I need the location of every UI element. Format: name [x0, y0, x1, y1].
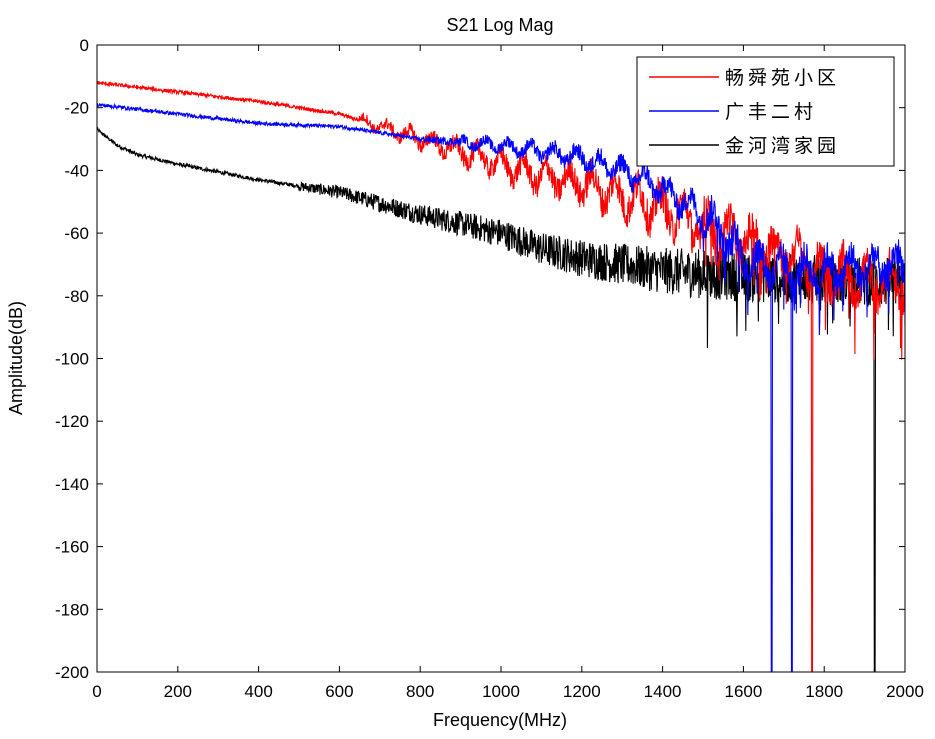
x-tick-label-1: 200	[164, 682, 192, 701]
y-tick-label-8: -160	[55, 538, 89, 557]
y-tick-label-6: -120	[55, 412, 89, 431]
y-tick-label-5: -100	[55, 350, 89, 369]
x-tick-label-0: 0	[92, 682, 101, 701]
y-axis-title: Amplitude(dB)	[6, 301, 26, 415]
y-tick-label-9: -180	[55, 600, 89, 619]
legend-label-2: 金河湾家园	[725, 135, 840, 157]
y-tick-label-7: -140	[55, 475, 89, 494]
x-tick-label-9: 1800	[805, 682, 843, 701]
y-tick-label-3: -60	[64, 224, 89, 243]
x-axis-title: Frequency(MHz)	[433, 710, 567, 730]
y-tick-label-4: -80	[64, 287, 89, 306]
x-tick-label-3: 600	[325, 682, 353, 701]
ticks-layer: 0 200 400 600 800 1000 1200 1400 1600 1800 20000-2…	[55, 36, 924, 701]
series-line-1	[97, 102, 905, 672]
y-tick-label-0: 0	[80, 36, 89, 55]
x-tick-label-10: 2000	[886, 682, 924, 701]
chart-title: S21 Log Mag	[446, 15, 553, 35]
y-tick-label-2: -40	[64, 161, 89, 180]
x-tick-label-6: 1200	[563, 682, 601, 701]
legend-label-1: 广丰二村	[725, 101, 817, 123]
legend-label-0: 畅舜苑小区	[725, 67, 840, 89]
x-tick-label-4: 800	[406, 682, 434, 701]
series-layer	[97, 80, 905, 672]
series-line-0	[97, 80, 905, 672]
x-tick-label-7: 1400	[644, 682, 682, 701]
series-line-2	[97, 126, 905, 672]
x-tick-label-5: 1000	[482, 682, 520, 701]
y-tick-label-1: -20	[64, 99, 89, 118]
x-tick-label-2: 400	[244, 682, 272, 701]
x-tick-label-8: 1600	[724, 682, 762, 701]
y-tick-label-10: -200	[55, 663, 89, 682]
